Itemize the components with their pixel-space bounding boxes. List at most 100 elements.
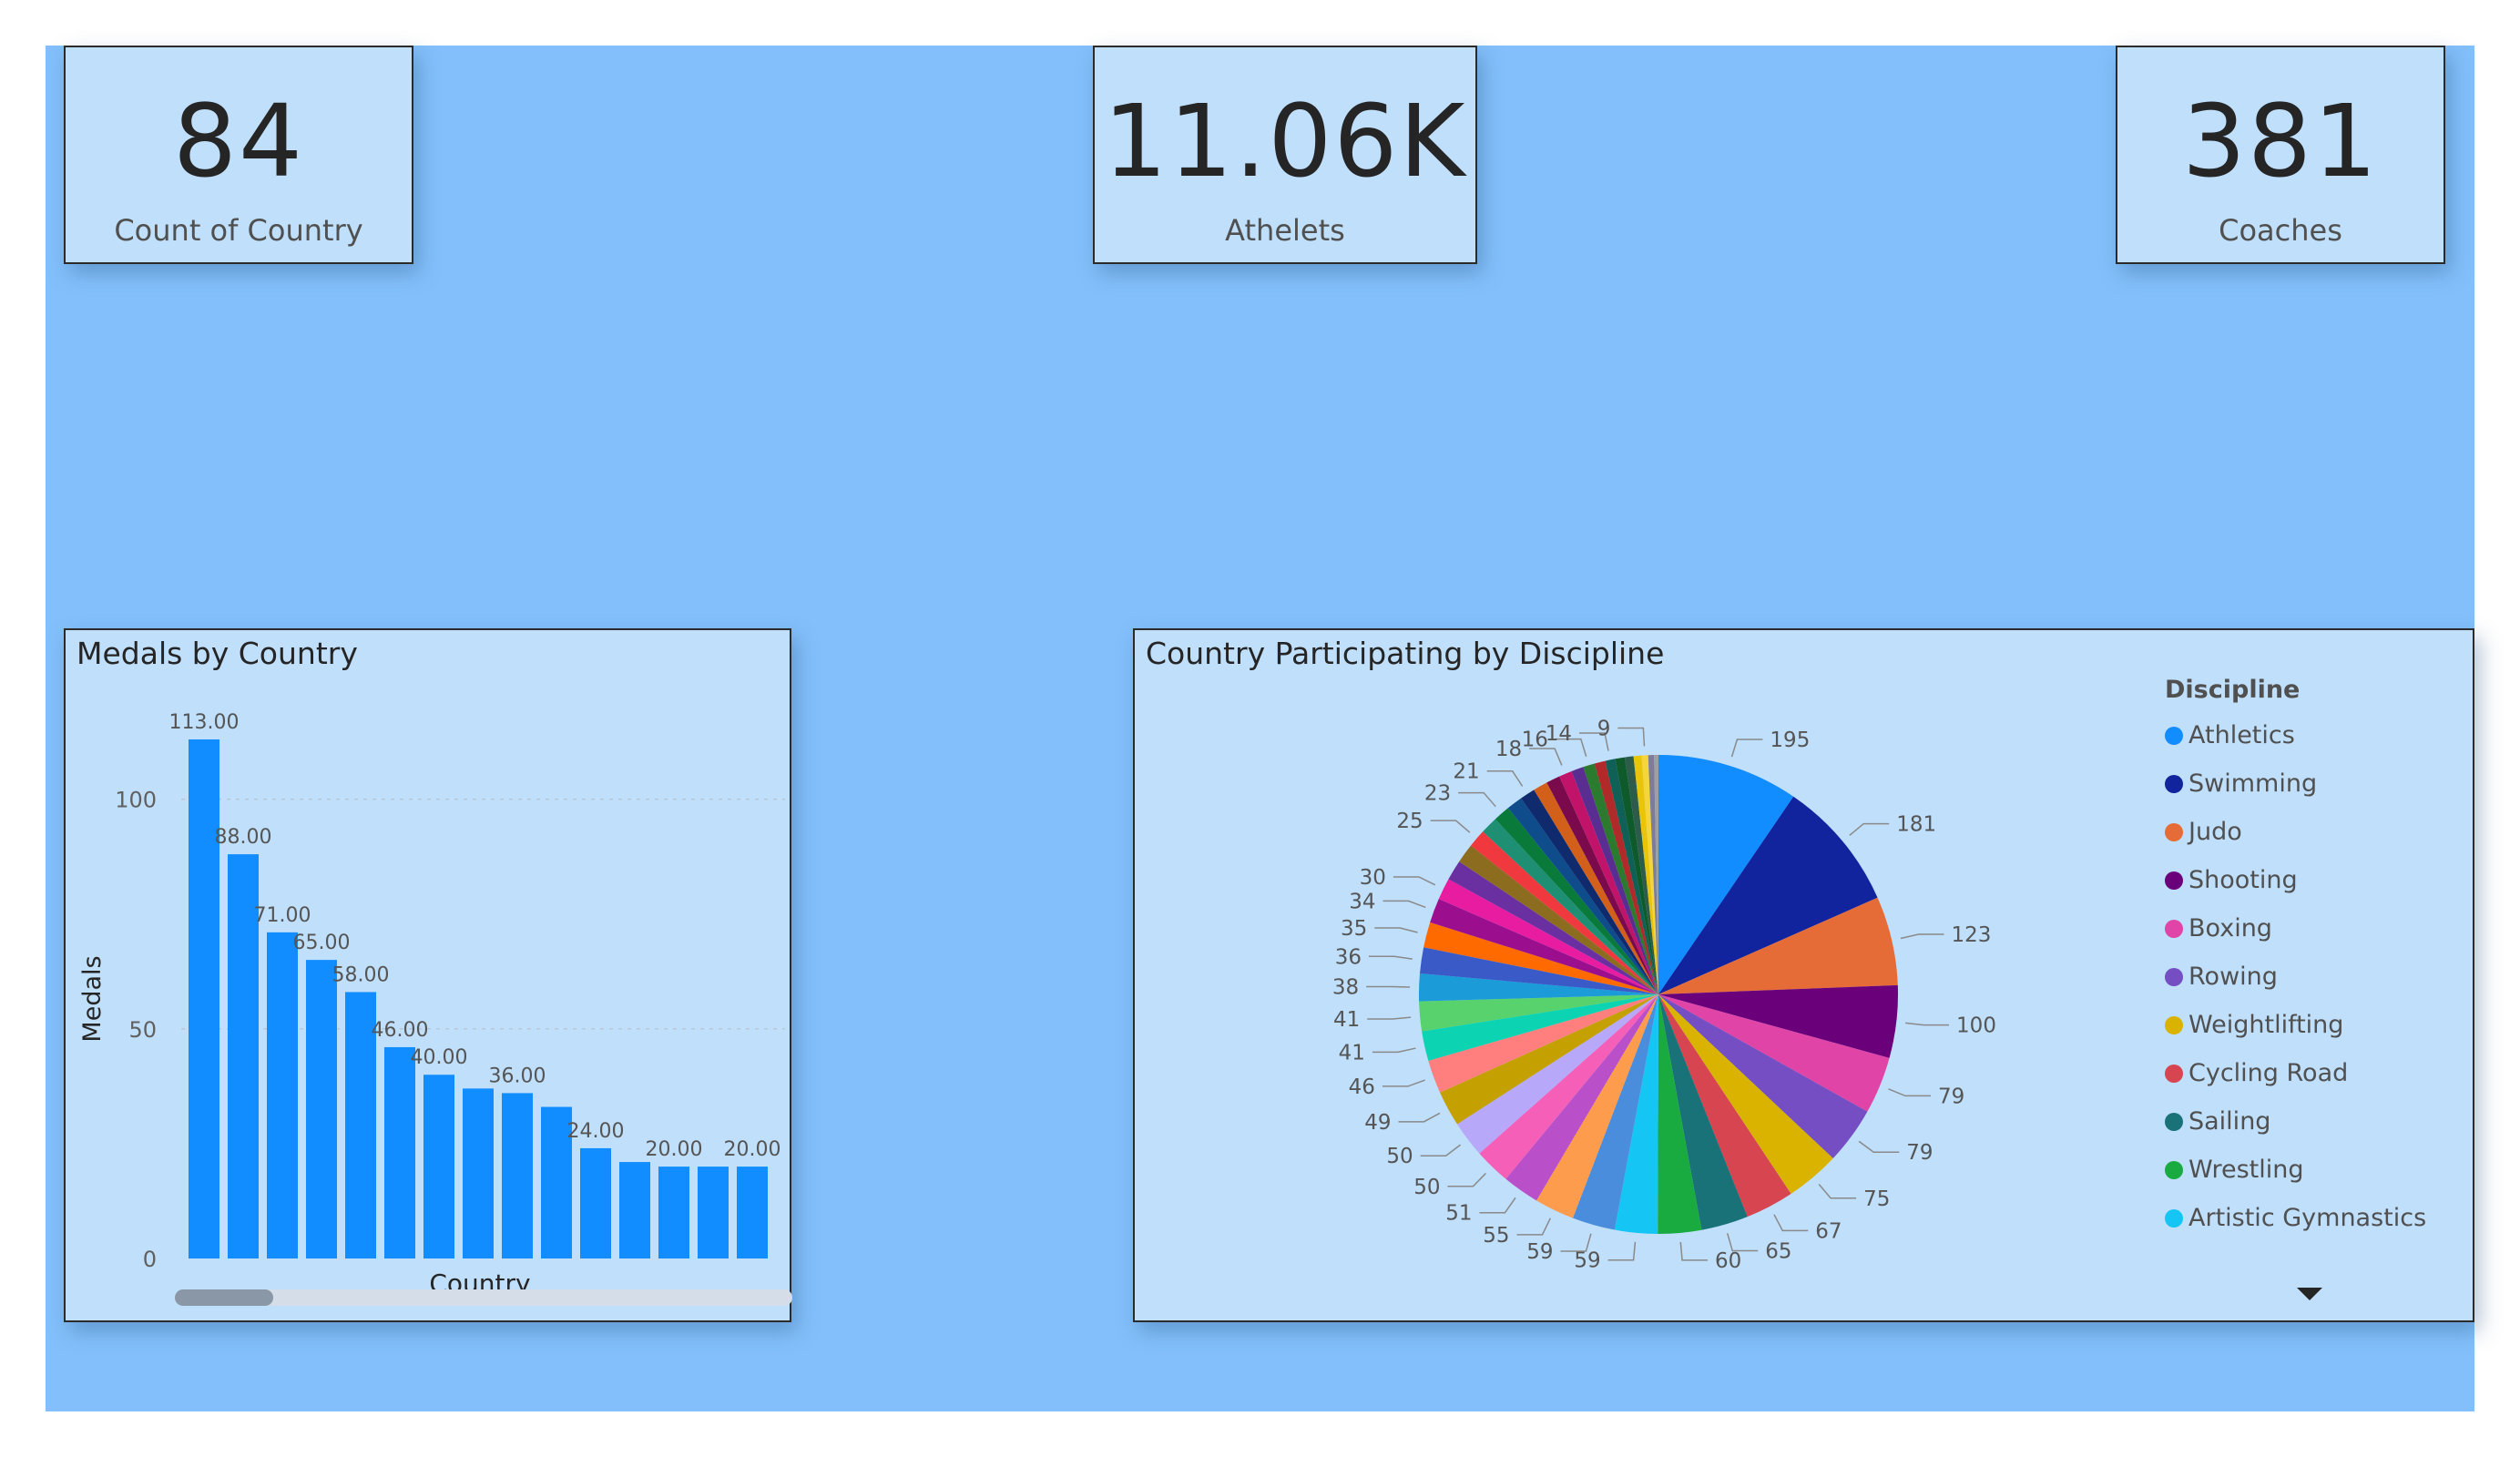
chart-title: Medals by Country — [77, 636, 358, 671]
bar[interactable] — [698, 1167, 729, 1258]
pie-slice[interactable] — [1438, 879, 1658, 994]
kpi-value: 381 — [2182, 83, 2379, 199]
pie-slice[interactable] — [1658, 755, 1794, 994]
legend-item[interactable]: Boxing — [2165, 904, 2426, 953]
pie-slice[interactable] — [1658, 994, 1868, 1159]
pie-slice[interactable] — [1573, 994, 1658, 1230]
legend-label: Weightlifting — [2188, 1011, 2344, 1039]
legend-label: Rowing — [2188, 963, 2278, 991]
bar[interactable] — [384, 1046, 415, 1258]
pie-slice[interactable] — [1456, 994, 1658, 1154]
pie-slice[interactable] — [1536, 994, 1658, 1218]
slice-data-label: 67 — [1815, 1219, 1842, 1243]
scrollbar-thumb[interactable] — [175, 1289, 273, 1306]
pie-slice[interactable] — [1559, 770, 1658, 994]
pie-slice[interactable] — [1614, 994, 1658, 1234]
pie-slice[interactable] — [1534, 782, 1658, 994]
kpi-card-country-count[interactable]: 84 Count of Country — [64, 46, 413, 264]
bar[interactable] — [541, 1106, 572, 1258]
bar[interactable] — [189, 739, 219, 1258]
slice-data-label: 41 — [1339, 1041, 1365, 1065]
leader-line — [1447, 1172, 1486, 1187]
legend-color-icon — [2165, 726, 2183, 745]
legend-label: Shooting — [2188, 866, 2298, 894]
slice-data-label: 60 — [1715, 1249, 1741, 1273]
pie-slice[interactable] — [1658, 897, 1898, 994]
pie-slice[interactable] — [1420, 947, 1658, 994]
legend-item[interactable]: Rowing — [2165, 953, 2426, 1001]
pie-slice[interactable] — [1471, 831, 1658, 994]
pie-slice[interactable] — [1648, 755, 1658, 994]
pie-slice[interactable] — [1521, 790, 1658, 994]
pie-slice[interactable] — [1495, 808, 1658, 994]
pie-slice[interactable] — [1479, 994, 1658, 1179]
pie-slice[interactable] — [1641, 755, 1658, 994]
bar[interactable] — [658, 1167, 689, 1258]
pie-slice[interactable] — [1419, 973, 1658, 1002]
bar[interactable] — [580, 1147, 611, 1258]
legend-item[interactable]: Sailing — [2165, 1097, 2426, 1146]
slice-data-label: 30 — [1360, 866, 1386, 890]
legend-scroll-down-icon[interactable] — [2297, 1288, 2322, 1300]
bar[interactable] — [306, 960, 337, 1258]
pie-slice[interactable] — [1658, 984, 1898, 1058]
leader-line — [1486, 769, 1524, 787]
pie-slice[interactable] — [1440, 994, 1658, 1125]
pie-slice[interactable] — [1658, 796, 1878, 994]
pie-slice[interactable] — [1423, 922, 1658, 994]
discipline-pie-chart[interactable]: Country Participating by Discipline 195 1… — [1133, 628, 2474, 1322]
bar[interactable] — [228, 854, 259, 1258]
legend-item[interactable]: Athletics — [2165, 711, 2426, 759]
pie-slice[interactable] — [1507, 798, 1658, 994]
pie-slice[interactable] — [1594, 760, 1658, 994]
medals-by-country-chart[interactable]: Medals by Country 0 50 100 Medals Country 113… — [64, 628, 792, 1322]
bar[interactable] — [737, 1167, 768, 1258]
slice-data-label: 59 — [1574, 1249, 1600, 1273]
legend-item[interactable]: Cycling Road — [2165, 1049, 2426, 1097]
legend-item[interactable]: Judo — [2165, 808, 2426, 856]
legend-item[interactable]: Swimming — [2165, 759, 2426, 808]
pie-slice[interactable] — [1658, 994, 1791, 1218]
slice-data-label: 38 — [1332, 975, 1359, 999]
pie-slice[interactable] — [1624, 756, 1658, 994]
pie-slice[interactable] — [1658, 994, 1748, 1230]
legend-item[interactable]: Wrestling — [2165, 1146, 2426, 1194]
pie-slice[interactable] — [1615, 757, 1658, 994]
bar[interactable] — [502, 1093, 533, 1258]
kpi-card-athletes[interactable]: 11.06K Athelets — [1093, 46, 1477, 264]
pie-slice[interactable] — [1654, 755, 1658, 994]
pie-slice[interactable] — [1546, 776, 1658, 994]
kpi-card-coaches[interactable]: 381 Coaches — [2116, 46, 2445, 264]
pie-slice[interactable] — [1605, 759, 1658, 994]
bar[interactable] — [267, 932, 298, 1258]
pie-slice[interactable] — [1658, 994, 1702, 1234]
slice-data-label: 65 — [1765, 1240, 1791, 1264]
pie-slice[interactable] — [1505, 994, 1658, 1201]
horizontal-scrollbar[interactable] — [175, 1289, 792, 1306]
bar[interactable] — [619, 1162, 650, 1258]
pie-slice[interactable] — [1583, 763, 1658, 994]
pie-slice[interactable] — [1633, 755, 1658, 994]
legend-item[interactable]: Weightlifting — [2165, 1001, 2426, 1049]
leader-line — [1516, 1218, 1551, 1236]
pie-slice[interactable] — [1419, 994, 1658, 1032]
pie-slice[interactable] — [1483, 819, 1658, 994]
legend-item[interactable]: Shooting — [2165, 856, 2426, 904]
pie-slice[interactable] — [1459, 845, 1658, 994]
pie-slice[interactable] — [1658, 994, 1890, 1112]
pie-slice[interactable] — [1422, 994, 1658, 1061]
bar[interactable] — [463, 1088, 494, 1258]
slice-data-label: 181 — [1896, 813, 1936, 837]
pie-slice[interactable] — [1571, 767, 1658, 994]
leader-line — [1382, 900, 1426, 909]
legend-color-icon — [2165, 1112, 2183, 1131]
pie-slice[interactable] — [1658, 994, 1833, 1195]
pie-slice[interactable] — [1430, 899, 1658, 994]
bar[interactable] — [345, 992, 376, 1258]
legend-item[interactable]: Artistic Gymnastics — [2165, 1194, 2426, 1242]
pie-slice[interactable] — [1448, 861, 1658, 994]
pie-slice[interactable] — [1428, 994, 1658, 1093]
leader-line — [1579, 732, 1609, 751]
leader-line — [1458, 791, 1496, 808]
bar[interactable] — [423, 1075, 454, 1258]
